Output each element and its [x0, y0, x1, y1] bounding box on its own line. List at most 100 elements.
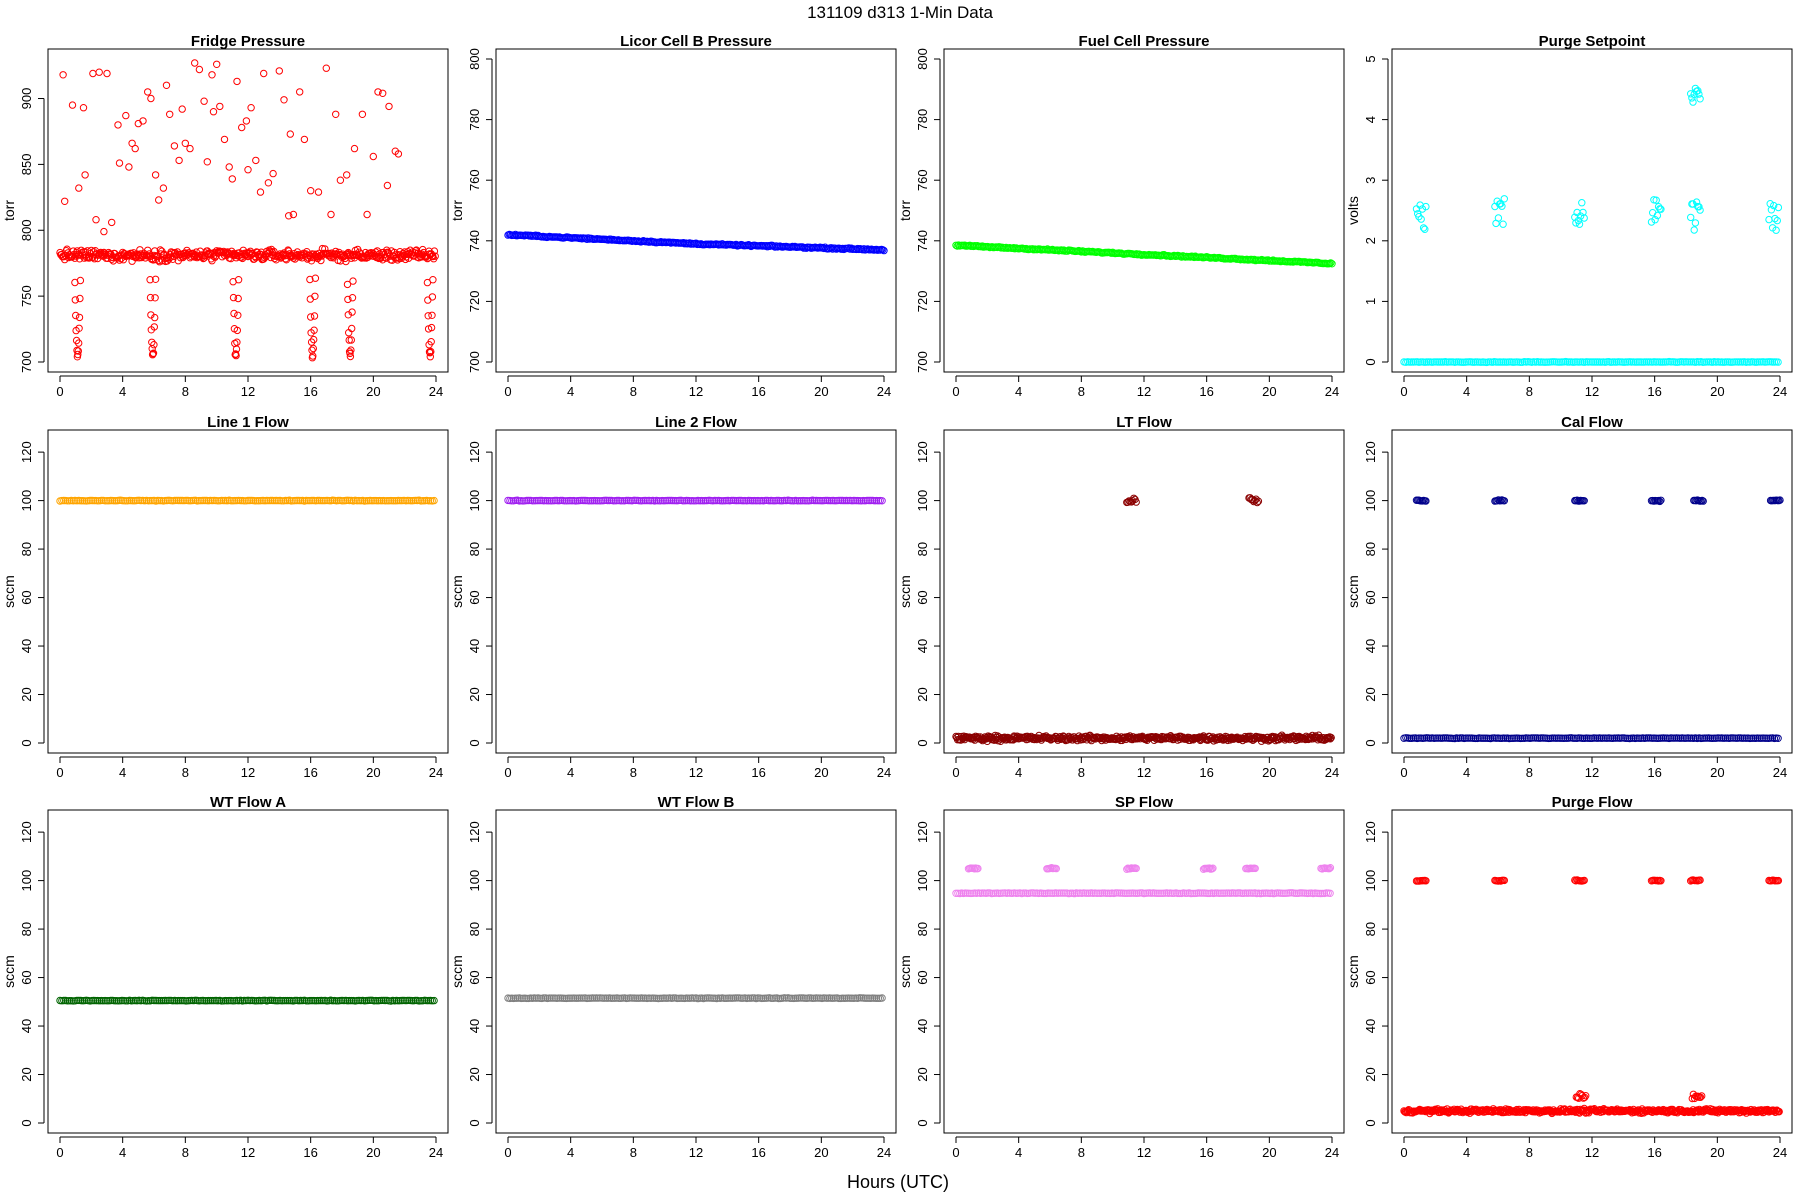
data-point	[159, 184, 168, 192]
y-axis-label: torr	[449, 200, 465, 221]
data-point	[175, 156, 183, 165]
x-tick-label: 20	[814, 384, 828, 399]
y-tick-label: 100	[467, 490, 482, 512]
data-point	[1327, 259, 1335, 267]
data-point	[144, 88, 152, 96]
data-point	[720, 994, 728, 1002]
data-point	[165, 996, 173, 1005]
y-tick-label: 3	[1363, 177, 1378, 184]
data-point	[1768, 358, 1777, 366]
data-point	[1494, 214, 1503, 222]
panel-5: Line 2 Flow 0 4 8 12 16 20 24 0 20 40 60 80 100 120 scc…	[449, 414, 897, 780]
x-tick-label: 12	[689, 384, 703, 399]
x-tick-label: 16	[751, 765, 765, 780]
x-tick-label: 16	[303, 765, 317, 780]
data-point	[308, 496, 316, 505]
x-tick-label: 24	[429, 1145, 443, 1160]
data-point	[1593, 1107, 1602, 1116]
data-point	[1445, 358, 1453, 366]
data-point	[103, 997, 111, 1005]
y-tick-label: 720	[467, 291, 482, 313]
data-point	[1653, 211, 1662, 220]
data-point	[363, 210, 371, 219]
panel-title: Purge Setpoint	[1539, 33, 1646, 50]
data-point	[1318, 889, 1327, 898]
y-axis-label: sccm	[897, 575, 913, 608]
data-point	[428, 311, 436, 319]
data-point	[852, 496, 860, 505]
data-point	[1569, 734, 1577, 742]
data-point	[1774, 203, 1783, 212]
y-tick-label: 0	[915, 739, 930, 746]
data-point	[122, 111, 130, 120]
x-tick-label: 8	[630, 384, 637, 399]
data-point	[1575, 220, 1584, 228]
data-points	[952, 241, 1336, 268]
data-point	[1417, 215, 1425, 223]
data-point	[233, 338, 241, 346]
y-tick-label: 800	[19, 219, 34, 241]
data-point	[100, 227, 108, 236]
data-point	[1296, 889, 1304, 897]
data-point	[427, 338, 435, 346]
data-point	[1083, 889, 1092, 897]
data-point	[390, 497, 399, 505]
data-point	[1204, 889, 1212, 898]
data-point	[1061, 889, 1069, 897]
x-tick-label: 0	[504, 384, 511, 399]
data-point	[1501, 358, 1510, 366]
data-point	[422, 996, 431, 1005]
data-point	[1695, 90, 1703, 98]
x-tick-label: 0	[56, 384, 63, 399]
data-point	[225, 996, 233, 1005]
x-tick-label: 24	[877, 765, 891, 780]
data-point	[228, 175, 237, 183]
data-point	[1434, 358, 1442, 366]
panel-1: Licor Cell B Pressure 0 4 8 12 16 20 24 700 720 74…	[449, 33, 897, 399]
x-tick-label: 24	[1773, 765, 1787, 780]
plot-frame	[943, 809, 1345, 1134]
data-point	[311, 292, 319, 300]
panel-7: Cal Flow 0 4 8 12 16 20 24 0 20 40 60 80 100 120 sccm	[1345, 414, 1793, 780]
y-tick-label: 780	[467, 109, 482, 131]
data-point	[1055, 889, 1064, 897]
data-point	[424, 312, 432, 320]
data-point	[139, 117, 147, 125]
data-point	[664, 496, 672, 505]
data-point	[1082, 889, 1090, 897]
data-point	[424, 296, 432, 304]
data-point	[634, 994, 642, 1002]
data-point	[613, 496, 621, 505]
y-tick-label: 60	[19, 590, 34, 604]
data-point	[1471, 358, 1480, 366]
y-tick-label: 20	[915, 687, 930, 701]
data-point	[310, 312, 319, 320]
data-point	[1496, 734, 1504, 742]
x-tick-label: 8	[630, 765, 637, 780]
data-point	[429, 276, 437, 284]
y-tick-label: 780	[915, 109, 930, 131]
y-tick-label: 0	[1363, 739, 1378, 746]
data-point	[1576, 212, 1585, 220]
data-point	[92, 996, 100, 1005]
data-point	[1132, 864, 1140, 873]
data-point	[427, 347, 435, 356]
y-tick-label: 800	[915, 48, 930, 70]
plot-frame	[47, 48, 449, 373]
data-point	[229, 293, 238, 302]
data-point	[684, 994, 693, 1002]
data-point	[1326, 735, 1335, 743]
x-tick-label: 16	[1647, 384, 1661, 399]
data-point	[342, 257, 350, 266]
data-point	[293, 496, 301, 505]
data-point	[174, 996, 183, 1005]
x-tick-label: 16	[751, 1145, 765, 1160]
data-point	[322, 64, 330, 72]
data-point	[511, 994, 520, 1002]
data-point	[281, 255, 290, 263]
data-point	[1098, 889, 1107, 897]
data-point	[1223, 889, 1231, 897]
data-point	[199, 496, 207, 505]
data-point	[1439, 734, 1448, 742]
data-point	[208, 996, 217, 1005]
